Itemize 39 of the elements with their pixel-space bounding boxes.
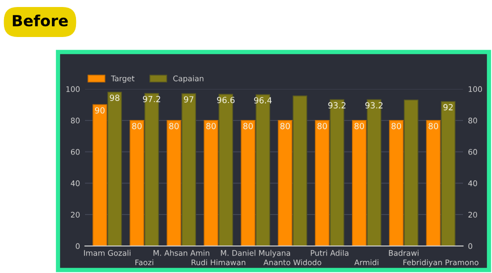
- bar: [292, 95, 308, 246]
- bar: [182, 93, 196, 246]
- bar: [278, 120, 292, 246]
- data-label: 96.6: [217, 96, 235, 104]
- data-label: 80: [280, 122, 290, 130]
- bar: [166, 120, 182, 246]
- bar: [404, 100, 418, 246]
- data-label: 97: [184, 96, 194, 103]
- bar: [204, 120, 218, 246]
- bar: [366, 99, 382, 246]
- data-label: 90: [95, 107, 105, 114]
- data-label: 80: [169, 122, 179, 130]
- data-label: 80: [243, 122, 253, 130]
- text: Before: [12, 14, 68, 26]
- bar: [256, 94, 270, 246]
- bar: [426, 120, 441, 246]
- data-label: 80: [132, 122, 142, 130]
- data-label: 80: [206, 122, 216, 130]
- data-label: 96.4: [254, 97, 272, 104]
- bar: [389, 120, 404, 246]
- bar: [352, 120, 366, 246]
- bar: [107, 92, 122, 246]
- data-label: 92: [443, 104, 453, 110]
- bar: [218, 94, 234, 246]
- data-label: 98: [110, 94, 120, 101]
- bar: [240, 120, 256, 246]
- bar: [440, 101, 456, 246]
- data-label: 93.2: [365, 102, 382, 108]
- bar: [144, 92, 159, 246]
- data-label: 80: [317, 122, 327, 130]
- data-label: 80: [354, 122, 364, 130]
- data-label: 97.2: [142, 96, 160, 102]
- bar: [92, 104, 108, 246]
- data-label: 93.2: [328, 102, 346, 108]
- data-label: 80: [392, 122, 402, 130]
- bar: [314, 120, 330, 246]
- data-label: 80: [428, 122, 438, 130]
- bar: [330, 99, 344, 246]
- bar: [130, 120, 144, 246]
